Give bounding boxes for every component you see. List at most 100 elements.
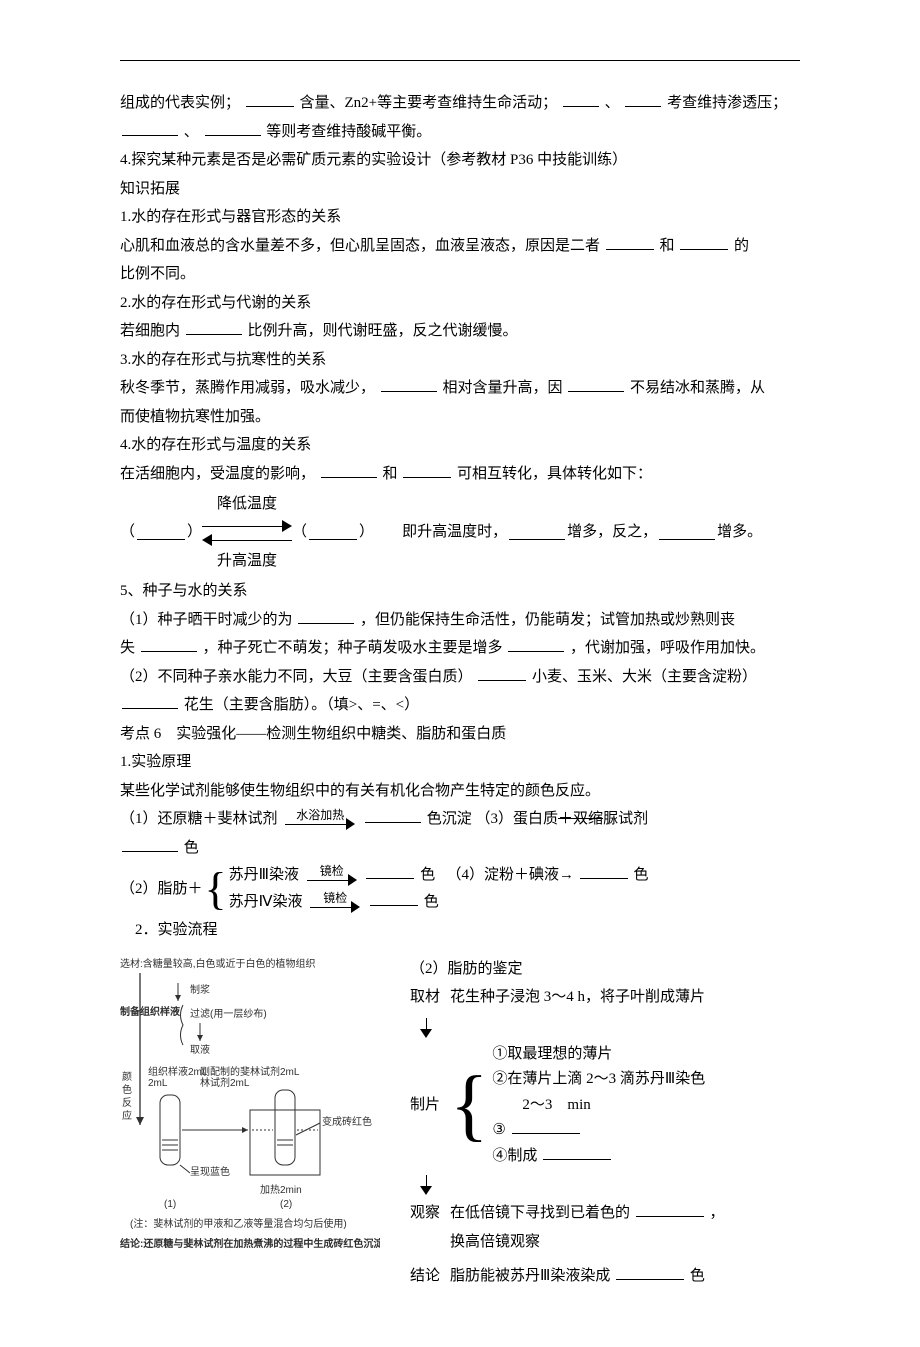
- reaction-2-4: （2）脂肪＋ { 苏丹Ⅲ染液 镜检 色 （4）淀粉＋碘液→ 色 苏丹Ⅳ染液 镜检…: [120, 862, 800, 916]
- brace-icon: {: [450, 1085, 488, 1125]
- svg-text:(2): (2): [280, 1199, 292, 1210]
- sudan3-line: 苏丹Ⅲ染液 镜检 色 （4）淀粉＋碘液→ 色: [229, 862, 649, 889]
- text: （2）不同种子亲水能力不同，大豆（主要含蛋白质）: [120, 669, 473, 685]
- blank: [246, 92, 294, 107]
- substep-2b: 2～3 min: [492, 1093, 705, 1119]
- step-text: 花生种子浸泡 3～4 h，将子叶削成薄片: [450, 983, 705, 1012]
- blank: [381, 377, 437, 392]
- text: 的: [734, 238, 749, 254]
- blank: [122, 121, 178, 136]
- text: 等则考查维持酸碱平衡。: [266, 124, 431, 140]
- reaction-1-color: 色: [120, 834, 800, 863]
- arrow-left-icon: [202, 533, 292, 547]
- step-key: 取材: [410, 983, 450, 1012]
- text: （1）还原糖＋斐林试剂: [120, 811, 278, 827]
- blank: [580, 864, 628, 879]
- svg-text:结论:还原糖与斐林试剂在加热煮沸的过程中生成砖红色沉淀: 结论:还原糖与斐林试剂在加热煮沸的过程中生成砖红色沉淀: [120, 1237, 380, 1250]
- observe-1: 在低倍镜下寻找到已着色的 ，: [450, 1199, 725, 1228]
- text: 花生（主要含脂肪）。（填>、=、<）: [184, 697, 419, 713]
- text: 和: [660, 238, 675, 254]
- text: 失: [120, 640, 135, 656]
- sec2-title: 2.水的存在形式与代谢的关系: [120, 289, 800, 318]
- blank: [508, 637, 564, 652]
- text: 可相互转化，具体转化如下：: [457, 466, 652, 482]
- text: 苏丹Ⅲ染液: [229, 867, 299, 883]
- svg-text:(1): (1): [164, 1199, 176, 1210]
- down-arrow-icon: [420, 1175, 434, 1195]
- text: 含量、Zn2+等主要考查维持生命活动；: [300, 95, 558, 111]
- blank: [309, 525, 357, 540]
- reaction-1-3: （1）还原糖＋斐林试剂 水浴加热 色沉淀 （3）蛋白质＋双缩脲试剂: [120, 805, 800, 834]
- svg-text:过滤(用一层纱布): 过滤(用一层纱布): [190, 1007, 267, 1020]
- intro-line-1: 组成的代表实例； 含量、Zn2+等主要考查维持生命活动； 、 考查维持渗透压；: [120, 89, 800, 118]
- text: ，种子死亡不萌发；种子萌发吸水主要是增多: [203, 640, 503, 656]
- text: 色: [424, 894, 439, 910]
- blank: [122, 694, 178, 709]
- intro-item-4: 4.探究某种元素是否是必需矿质元素的实验设计（参考教材 P36 中技能训练）: [120, 146, 800, 175]
- text: 色: [420, 867, 435, 883]
- substep-4: ④制成: [492, 1144, 705, 1170]
- text: 增多，反之，: [567, 518, 657, 547]
- blank: [186, 320, 242, 335]
- blank: [512, 1119, 580, 1134]
- blank: [636, 1202, 704, 1217]
- blank: [680, 235, 728, 250]
- svg-text:(注：斐林试剂的甲液和乙液等量混合均匀后使用): (注：斐林试剂的甲液和乙液等量混合均匀后使用): [130, 1217, 347, 1230]
- text: ④制成: [492, 1148, 537, 1164]
- topic6-h1: 1.实验原理: [120, 748, 800, 777]
- text: 色: [634, 867, 649, 883]
- sec4-title: 4.水的存在形式与温度的关系: [120, 431, 800, 460]
- observe-2: 换高倍镜观察: [450, 1228, 725, 1257]
- temp-arrows: 降低温度 升高温度: [202, 490, 292, 575]
- blank: [563, 92, 599, 107]
- svg-text:制浆: 制浆: [190, 983, 210, 996]
- text: 苏丹Ⅳ染液: [229, 894, 303, 910]
- sec5-p2b: 花生（主要含脂肪）。（填>、=、<）: [120, 691, 800, 720]
- sec5-p2: （2）不同种子亲水能力不同，大豆（主要含蛋白质） 小麦、玉米、大米（主要含淀粉）: [120, 663, 800, 692]
- blank: [543, 1145, 611, 1160]
- svg-text:反: 反: [122, 1097, 132, 1109]
- blank: [625, 92, 661, 107]
- sec4-body: 在活细胞内，受温度的影响， 和 可相互转化，具体转化如下：: [120, 460, 800, 489]
- blank: [366, 864, 414, 879]
- svg-text:色: 色: [122, 1083, 132, 1096]
- text: 、: [184, 124, 199, 140]
- intro-line-2: 、 等则考查维持酸碱平衡。: [120, 118, 800, 147]
- text: 秋冬季节，蒸腾作用减弱，吸水减少，: [120, 380, 375, 396]
- sec1-body-2: 比例不同。: [120, 260, 800, 289]
- step-key: 观察: [410, 1199, 450, 1228]
- microscope-arrow-icon: 镜检: [310, 892, 360, 913]
- text: 色: [184, 840, 199, 856]
- low-temp-label: 降低温度: [217, 490, 277, 519]
- expand-title: 知识拓展: [120, 175, 800, 204]
- down-arrow-icon: [420, 1018, 434, 1038]
- blank: [616, 1265, 684, 1280]
- text: 在低倍镜下寻找到已着色的: [450, 1205, 630, 1221]
- topic6-h2: 2．实验流程: [120, 916, 800, 945]
- text: 脲试剂: [603, 811, 648, 827]
- step-key: 制片: [410, 1091, 450, 1120]
- sec5-p1: （1）种子晒干时减少的为 ，但仍能保持生命活性，仍能萌发；试管加热或炒熟则丧: [120, 606, 800, 635]
- text: 心肌和血液总的含水量差不多，但心肌呈固态，血液呈液态，原因是二者: [120, 238, 600, 254]
- paren-right: ）: [359, 518, 374, 547]
- text: 比例升高，则代谢旺盛，反之代谢缓慢。: [248, 323, 518, 339]
- topic6-title: 考点 6 实验强化——检测生物组织中糖类、脂肪和蛋白质: [120, 720, 800, 749]
- blank: [606, 235, 654, 250]
- blank: [205, 121, 261, 136]
- blank: [122, 837, 178, 852]
- svg-text:制备组织样液: 制备组织样液: [120, 1005, 180, 1018]
- text: 相对含量升高，因: [443, 380, 563, 396]
- text: 色沉淀: [427, 811, 472, 827]
- text: 若细胞内: [120, 323, 180, 339]
- text: （1）种子晒干时减少的为: [120, 612, 293, 628]
- blank: [403, 463, 451, 478]
- paren-left: （: [292, 518, 307, 547]
- svg-text:应: 应: [122, 1109, 132, 1122]
- svg-text:加热2min: 加热2min: [260, 1183, 302, 1196]
- sec3-title: 3.水的存在形式与抗寒性的关系: [120, 346, 800, 375]
- sugar-flowchart: 选材:含糖量较高,白色或近于白色的植物组织 制浆 制备组织样液 过滤(用一层纱布…: [120, 955, 380, 1285]
- arrow-right-icon: [202, 519, 292, 533]
- text: 在活细胞内，受温度的影响，: [120, 466, 315, 482]
- brace-icon: {: [205, 875, 227, 903]
- text: 不易结冰和蒸腾，从: [630, 380, 765, 396]
